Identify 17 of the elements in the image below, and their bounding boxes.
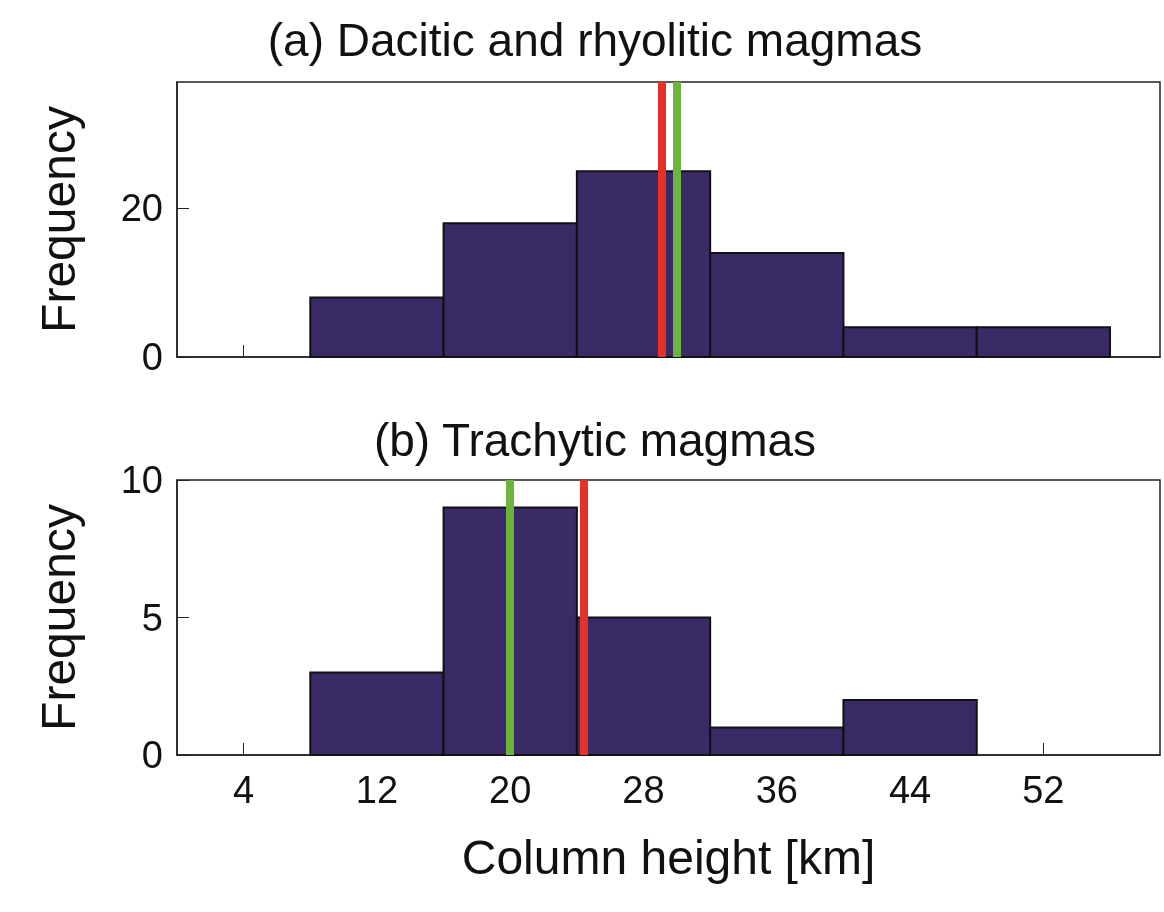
y-axis-title: Frequency [31, 504, 85, 731]
chart-title: (a) Dacitic and rhyolitic magmas [267, 14, 923, 66]
x-tick-label: 36 [755, 769, 798, 811]
x-tick-label: 20 [489, 769, 532, 811]
y-tick-label: 0 [141, 734, 163, 776]
y-tick-label: 0 [141, 336, 163, 378]
y-tick-label: 5 [141, 596, 163, 639]
y-axis-title: Frequency [31, 106, 85, 333]
y-tick-label: 20 [120, 187, 163, 230]
y-tick-label: 10 [120, 459, 163, 501]
x-tick-label: 12 [355, 769, 399, 811]
chart-title: (b) Trachytic magmas [373, 414, 817, 466]
x-axis-title: Column height [km] [461, 830, 876, 884]
x-tick-label: 44 [888, 769, 932, 811]
x-tick-label: 28 [622, 769, 665, 811]
x-tick-label: 4 [233, 769, 255, 811]
x-tick-label: 52 [1022, 769, 1065, 811]
